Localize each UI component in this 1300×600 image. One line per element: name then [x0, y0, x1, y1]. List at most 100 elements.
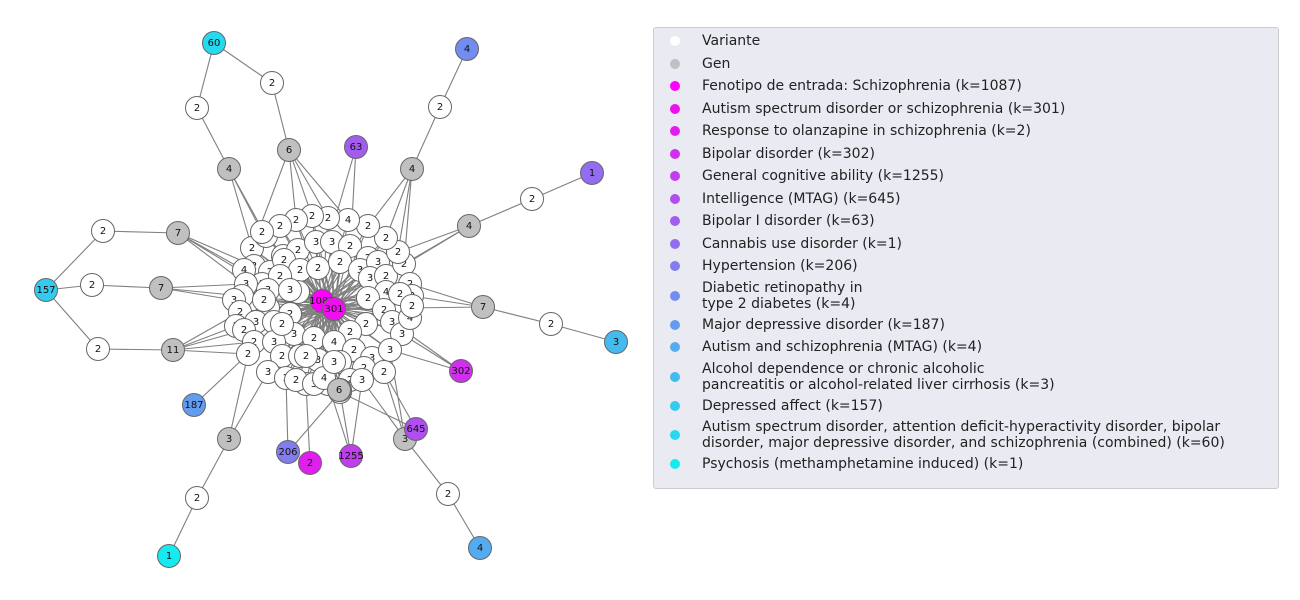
- phenotype-node-circle: [404, 417, 428, 441]
- variant-node: 2: [372, 360, 396, 384]
- legend-label: Cannabis use disorder (k=1): [702, 235, 902, 252]
- variant-node-label: 4: [321, 373, 327, 384]
- phenotype-node: 1255: [338, 444, 364, 468]
- phenotype-node-circle: [455, 37, 479, 61]
- legend-marker: [670, 290, 680, 301]
- variant-node-label: 2: [395, 247, 401, 258]
- graph-edge: [409, 283, 484, 308]
- legend-label: Bipolar disorder (k=302): [702, 145, 875, 162]
- graph-edge: [285, 377, 289, 453]
- variant-node-label: 2: [337, 257, 343, 268]
- variant-node-label: 2: [245, 349, 251, 360]
- variant-node-label: 3: [315, 355, 321, 366]
- legend-marker: [670, 193, 680, 204]
- variant-node: 2: [539, 312, 563, 336]
- legend-item: Bipolar disorder (k=302): [654, 143, 1278, 166]
- variant-node-label: 2: [269, 78, 275, 89]
- legend-label: Response to olanzapine in schizophrenia …: [702, 123, 1031, 140]
- phenotype-node-circle: [202, 31, 226, 55]
- variant-node-label: 2: [100, 226, 106, 237]
- variant-node-label: 3: [313, 237, 319, 248]
- phenotype-node: 1: [580, 161, 604, 185]
- phenotype-node-label: 2: [307, 458, 313, 469]
- variant-node-label: 3: [389, 317, 395, 328]
- variant-node-label: 3: [271, 337, 277, 348]
- variant-node-circle: [350, 368, 374, 392]
- variant-node: 2: [86, 337, 110, 361]
- legend-label: Autism spectrum disorder, attention defi…: [702, 419, 1225, 451]
- variant-node-label: 2: [261, 295, 267, 306]
- variant-node-label: 3: [243, 279, 249, 290]
- variant-node: 2: [356, 286, 380, 310]
- legend-marker: [670, 36, 680, 47]
- variant-node: 3: [350, 368, 374, 392]
- variant-node: 3: [322, 350, 346, 374]
- phenotype-node: 206: [276, 440, 300, 464]
- variant-node-circle: [294, 344, 318, 368]
- graph-edge: [228, 371, 269, 440]
- variant-node: 2: [270, 312, 294, 336]
- gene-node: 4: [400, 157, 424, 181]
- graph-edge: [228, 168, 253, 249]
- variant-node: 2: [252, 288, 276, 312]
- legend-item: Autism and schizophrenia (MTAG) (k=4): [654, 336, 1278, 359]
- legend-label: Gen: [702, 55, 731, 72]
- legend-item: Autism spectrum disorder or schizophreni…: [654, 98, 1278, 121]
- legend-marker: [670, 126, 680, 137]
- legend-item: Major depressive disorder (k=187): [654, 314, 1278, 337]
- phenotype-node-circle: [276, 440, 300, 464]
- gene-node: 6: [327, 378, 351, 402]
- variant-node-circle: [250, 220, 274, 244]
- variant-node-label: 2: [194, 103, 200, 114]
- variant-node-label: 2: [251, 337, 257, 348]
- variant-node-label: 2: [445, 489, 451, 500]
- variant-node-label: 4: [407, 313, 413, 324]
- variant-node: 3: [256, 360, 280, 384]
- variant-node-circle: [322, 350, 346, 374]
- variant-node-circle: [436, 482, 460, 506]
- phenotype-node: 302: [449, 359, 473, 383]
- graph-edge: [397, 225, 470, 253]
- variant-node-label: 2: [365, 293, 371, 304]
- legend-item: Diabetic retinopathy in type 2 diabetes …: [654, 278, 1278, 314]
- variant-node-label: 4: [345, 215, 351, 226]
- variant-node-label: 2: [347, 241, 353, 252]
- legend-marker: [670, 430, 680, 440]
- legend-item: Gen: [654, 53, 1278, 76]
- variant-node-label: 2: [315, 263, 321, 274]
- gene-node-circle: [161, 338, 185, 362]
- variant-node-label: 2: [381, 305, 387, 316]
- graph-edge: [97, 348, 174, 351]
- variant-node-label: 2: [259, 227, 265, 238]
- legend-label: Major depressive disorder (k=187): [702, 316, 945, 333]
- variant-node: 2: [520, 187, 544, 211]
- variant-node-label: 2: [249, 243, 255, 254]
- variant-node-label: 2: [281, 255, 287, 266]
- phenotype-node-label: 1: [589, 168, 595, 179]
- phenotype-node-circle: [322, 297, 346, 321]
- variant-node-label: 3: [331, 357, 337, 368]
- phenotype-node: 63: [344, 135, 368, 159]
- gene-node-label: 7: [158, 283, 164, 294]
- phenotype-node-label: 1087: [309, 296, 334, 307]
- variant-node-label: 3: [375, 257, 381, 268]
- legend-item: Cannabis use disorder (k=1): [654, 233, 1278, 256]
- legend-item: General cognitive ability (k=1255): [654, 165, 1278, 188]
- phenotype-node: 645: [404, 417, 428, 441]
- variant-node-label: 3: [359, 375, 365, 386]
- variant-node-label: 2: [194, 493, 200, 504]
- legend-item: Psychosis (methamphetamine induced) (k=1…: [654, 453, 1278, 476]
- phenotype-node-circle: [157, 544, 181, 568]
- gene-node-circle: [149, 276, 173, 300]
- legend-label: Diabetic retinopathy in type 2 diabetes …: [702, 279, 863, 312]
- variant-node-label: 3: [357, 265, 363, 276]
- legend-marker: [670, 238, 680, 249]
- phenotype-node-label: 4: [464, 44, 470, 55]
- variant-node-label: 4: [383, 287, 389, 298]
- variant-node-label: 2: [277, 271, 283, 282]
- phenotype-node-label: 301: [324, 304, 343, 315]
- variant-node: 3: [378, 338, 402, 362]
- gene-node-circle: [277, 138, 301, 162]
- variant-node-circle: [400, 294, 424, 318]
- graph-edge: [172, 341, 255, 351]
